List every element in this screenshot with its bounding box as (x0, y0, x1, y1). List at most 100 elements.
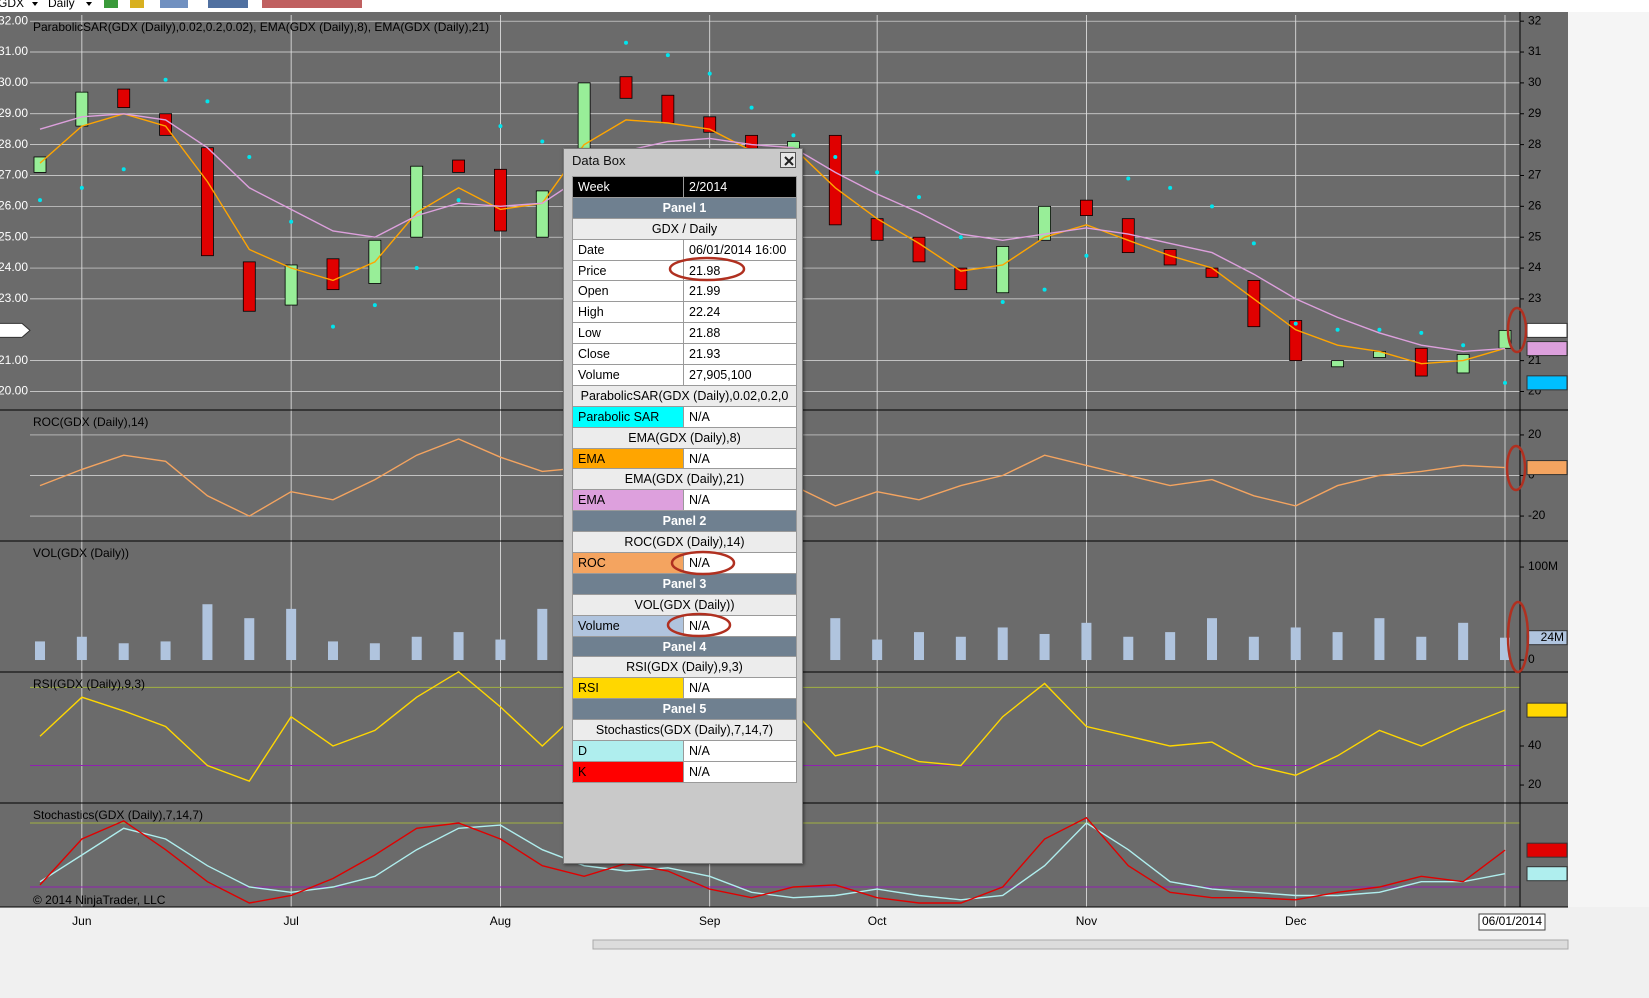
y-tick-label: 32.00 (0, 13, 28, 27)
y2-tick-label: 26 (1528, 199, 1542, 213)
y-tick-label: 21.00 (0, 353, 28, 367)
scrollbar[interactable] (592, 939, 1569, 950)
data-box-row: EMA(GDX (Daily),21) (572, 468, 797, 491)
field-label: EMA (572, 489, 684, 512)
x-tick-label: Nov (1076, 914, 1097, 928)
candle (494, 168, 507, 232)
chart-layer: Jun Jul Aug Sep Oct Nov Dec 06/01/2014 32.00 31.0… (0, 12, 1568, 931)
toolbar-symbol[interactable]: GDX (0, 0, 24, 10)
toolbar-interval[interactable]: Daily (48, 0, 75, 10)
candle (954, 267, 968, 291)
volume-bar (369, 643, 380, 661)
data-box-row: Panel 3 (572, 572, 797, 595)
field-label: High (572, 301, 684, 324)
x-tick-label: Dec (1285, 914, 1306, 928)
candle (1080, 199, 1093, 216)
volume-bar (1374, 618, 1385, 661)
data-box-row: High 22.24 (572, 301, 797, 324)
data-box-row: Week 2/2014 (572, 176, 797, 198)
indicator-caption: EMA(GDX (Daily),21) (572, 468, 797, 491)
y2-tick-label: 28 (1528, 137, 1542, 151)
indicator-caption: EMA(GDX (Daily),8) (572, 426, 797, 449)
volume-bar (872, 639, 883, 661)
field-value: N/A (683, 760, 797, 783)
candle (1038, 205, 1051, 241)
indicator-line (39, 822, 1506, 901)
volume-bar (495, 639, 506, 661)
data-box-row: EMA N/A (572, 489, 797, 512)
candle (912, 236, 926, 263)
toolbar-icon[interactable] (208, 0, 248, 8)
candle (1331, 360, 1344, 368)
sar-dot (1126, 176, 1131, 181)
x-tick-label: Jul (283, 914, 298, 928)
volume-bar (1290, 627, 1301, 661)
volume-bar (1207, 618, 1217, 661)
panel-title: Stochastics(GDX (Daily),7,14,7) (33, 808, 203, 822)
toolbar-icon[interactable] (262, 0, 362, 8)
sar-dot (540, 139, 545, 144)
indicator-line (39, 113, 1506, 353)
volume-bar (118, 643, 129, 661)
indicator-caption: ROC(GDX (Daily),14) (572, 531, 797, 554)
volume-bar (1500, 637, 1510, 661)
candle (452, 159, 465, 173)
data-box-row: Parabolic SAR N/A (572, 405, 797, 428)
toolbar-icon[interactable] (160, 0, 188, 8)
panel-title: RSI(GDX (Daily),9,3) (33, 677, 145, 691)
close-button[interactable] (780, 152, 796, 168)
toolbar-icon[interactable] (104, 0, 118, 8)
volume-bar (830, 618, 841, 661)
y2-tick-label: 21 (1528, 353, 1542, 367)
data-box-row: D N/A (572, 740, 797, 762)
copyright: © 2014 NinjaTrader, LLC (33, 893, 166, 907)
x-tick-label: Aug (490, 914, 511, 928)
field-value: N/A (683, 405, 797, 428)
volume-bar (1248, 636, 1259, 661)
candle (535, 190, 549, 238)
volume-bar (955, 636, 966, 661)
x-tick-label: 06/01/2014 (1482, 914, 1542, 928)
dropdown-arrow[interactable] (86, 2, 92, 6)
field-value: N/A (683, 677, 797, 700)
data-box-window[interactable]: Data Box Week 2/2014 Panel 1 GDX / Daily Dat… (563, 148, 803, 864)
dropdown-arrow[interactable] (32, 2, 38, 6)
field-label: EMA (572, 447, 684, 470)
field-label: K (572, 760, 684, 783)
field-value: N/A (683, 740, 797, 762)
volume-bar (1123, 636, 1134, 661)
candle (201, 147, 214, 257)
volume-bar (914, 632, 924, 661)
indicator-caption: VOL(GDX (Daily)) (572, 593, 797, 616)
y2-tick-label: 29 (1528, 106, 1542, 120)
field-value: N/A (683, 614, 797, 637)
panel-title: ParabolicSAR(GDX (Daily),0.02,0.2,0.02),… (33, 20, 489, 34)
value-marker (1526, 866, 1568, 882)
volume-bar (286, 608, 297, 661)
sar-dot (331, 324, 335, 329)
y-tick-label: 31.00 (0, 44, 28, 58)
volume-bar (1081, 622, 1092, 661)
field-label: Parabolic SAR (572, 405, 684, 428)
field-label: Close (572, 343, 684, 366)
field-label: D (572, 740, 684, 762)
volume-bar (35, 641, 45, 661)
volume-bar (997, 627, 1008, 661)
volume-bar (160, 641, 171, 661)
candle (284, 264, 298, 306)
y-tick-label: 24.00 (0, 260, 28, 274)
data-box-row: RSI N/A (572, 677, 797, 700)
y-tick-label: 100M (1528, 559, 1558, 573)
data-box-row: K N/A (572, 760, 797, 783)
field-value: N/A (683, 552, 797, 574)
field-label: Open (572, 280, 684, 303)
toolbar-icon[interactable] (130, 0, 144, 8)
volume-bar (76, 636, 87, 661)
candle (828, 134, 842, 226)
candle (75, 91, 89, 127)
sar-dot (289, 219, 294, 224)
y2-tick-label: 30 (1528, 75, 1542, 89)
y-tick-label: 20.00 (0, 384, 28, 398)
section-header: Panel 3 (572, 572, 797, 595)
